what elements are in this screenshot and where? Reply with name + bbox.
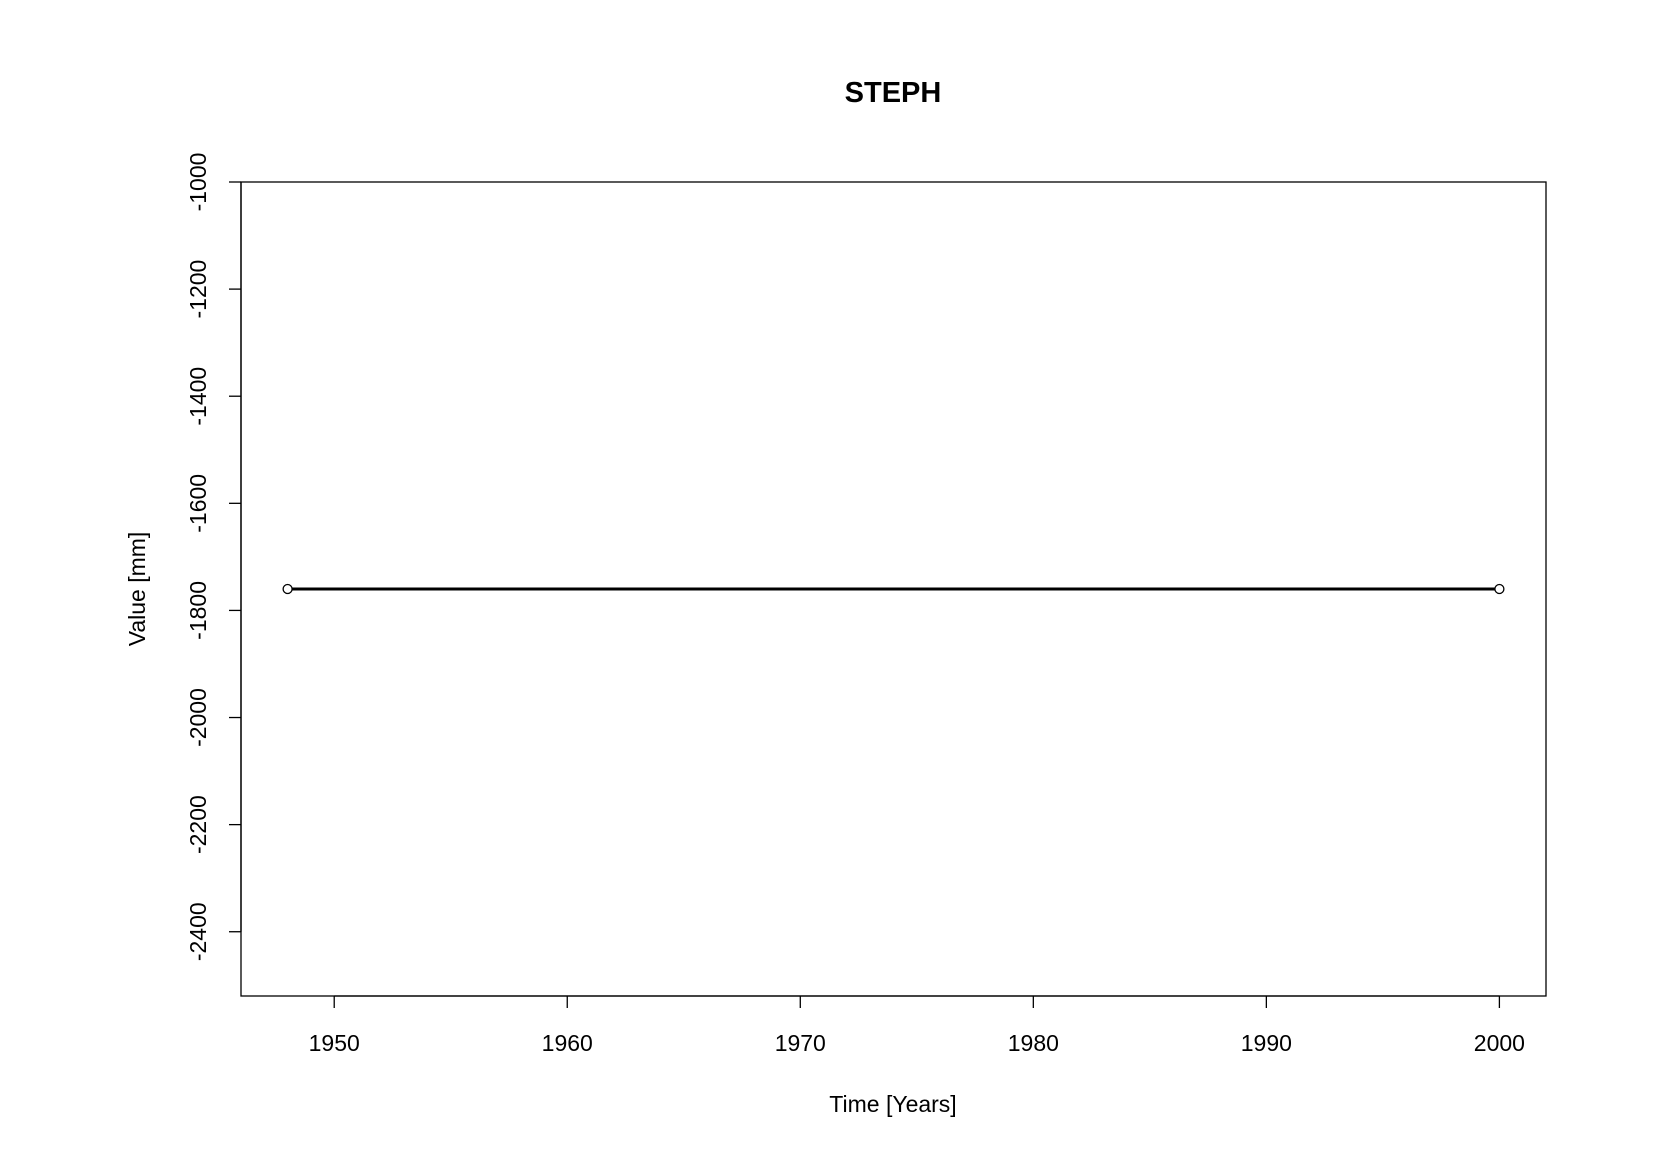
x-tick-label: 1980 xyxy=(1008,1030,1059,1056)
y-axis-label: Value [mm] xyxy=(124,532,150,647)
x-tick-label: 1970 xyxy=(775,1030,826,1056)
x-tick-label: 1990 xyxy=(1241,1030,1292,1056)
y-tick-label: -1000 xyxy=(185,153,211,212)
y-tick-label: -2400 xyxy=(185,902,211,961)
y-tick-label: -1600 xyxy=(185,474,211,533)
x-axis-label: Time [Years] xyxy=(829,1091,956,1117)
y-tick-label: -1200 xyxy=(185,260,211,319)
x-tick-label: 1960 xyxy=(542,1030,593,1056)
data-point xyxy=(1494,583,1505,595)
y-tick-label: -1400 xyxy=(185,367,211,426)
x-axis: 1950 1960 1970 1980 1990 2000 xyxy=(309,995,1525,1056)
y-axis: -1000 -1200 -1400 -1600 -1800 -2000 -2200 -2400 xyxy=(185,153,242,961)
series-layer xyxy=(282,583,1505,595)
y-tick-label: -2000 xyxy=(185,688,211,747)
data-point xyxy=(282,583,293,595)
x-tick-label: 2000 xyxy=(1474,1030,1525,1056)
y-tick-label: -2200 xyxy=(185,795,211,854)
x-tick-label: 1950 xyxy=(309,1030,360,1056)
chart-title: STEPH xyxy=(845,77,942,109)
y-tick-label: -1800 xyxy=(185,581,211,640)
